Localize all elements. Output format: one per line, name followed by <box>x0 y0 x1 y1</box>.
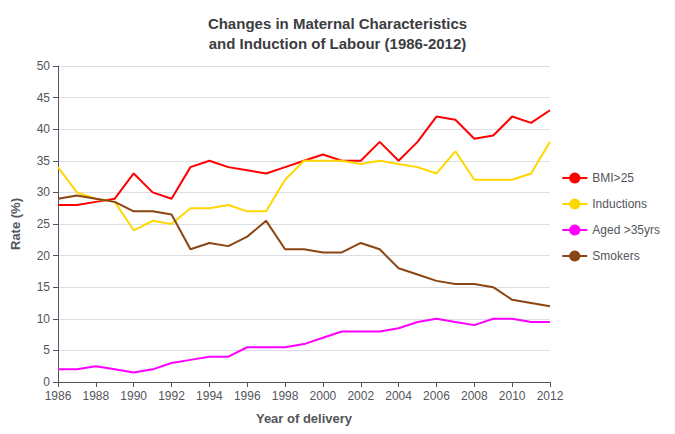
svg-text:2004: 2004 <box>385 389 412 403</box>
svg-text:and Induction of Labour (1986-: and Induction of Labour (1986-2012) <box>209 35 467 52</box>
svg-text:1996: 1996 <box>234 389 261 403</box>
svg-text:50: 50 <box>37 59 51 73</box>
svg-text:25: 25 <box>37 217 51 231</box>
svg-text:5: 5 <box>43 343 50 357</box>
svg-text:2010: 2010 <box>499 389 526 403</box>
svg-text:2000: 2000 <box>310 389 337 403</box>
svg-text:Rate (%): Rate (%) <box>8 198 23 250</box>
svg-text:2006: 2006 <box>423 389 450 403</box>
svg-text:1998: 1998 <box>272 389 299 403</box>
svg-text:45: 45 <box>37 91 51 105</box>
svg-text:10: 10 <box>37 312 51 326</box>
svg-text:1994: 1994 <box>196 389 223 403</box>
svg-text:0: 0 <box>43 375 50 389</box>
svg-text:1990: 1990 <box>120 389 147 403</box>
svg-text:1988: 1988 <box>82 389 109 403</box>
svg-text:Inductions: Inductions <box>592 197 647 211</box>
svg-text:2002: 2002 <box>347 389 374 403</box>
svg-text:BMI>25: BMI>25 <box>592 171 634 185</box>
svg-text:2008: 2008 <box>461 389 488 403</box>
svg-text:20: 20 <box>37 249 51 263</box>
svg-text:35: 35 <box>37 154 51 168</box>
svg-text:Smokers: Smokers <box>592 249 639 263</box>
svg-text:Year of delivery: Year of delivery <box>256 411 353 426</box>
svg-text:40: 40 <box>37 122 51 136</box>
svg-text:15: 15 <box>37 280 51 294</box>
svg-text:Changes in Maternal Characteri: Changes in Maternal Characteristics <box>208 15 467 32</box>
svg-text:1986: 1986 <box>45 389 72 403</box>
svg-text:2012: 2012 <box>537 389 564 403</box>
svg-text:30: 30 <box>37 185 51 199</box>
svg-text:Aged >35yrs: Aged >35yrs <box>592 223 660 237</box>
svg-text:1992: 1992 <box>158 389 185 403</box>
